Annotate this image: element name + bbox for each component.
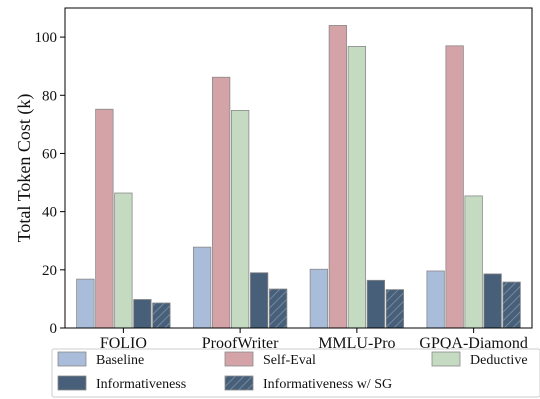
legend-label: Self-Eval [263, 353, 316, 368]
y-tick-label: 80 [42, 88, 57, 104]
legend-swatch [432, 352, 460, 366]
bar-informativeness [134, 299, 152, 328]
bar-deductive [348, 46, 366, 328]
y-tick-label: 60 [42, 146, 57, 162]
y-tick-label: 0 [50, 321, 58, 337]
bar-informativeness [250, 273, 268, 328]
legend-label: Informativeness w/ SG [263, 377, 392, 392]
bar-self-eval [446, 46, 464, 328]
bar-informativeness-w-sg [503, 282, 521, 328]
legend-label: Deductive [470, 353, 528, 368]
bar-deductive [115, 193, 133, 328]
bar-informativeness [367, 280, 385, 328]
bar-baseline [310, 269, 328, 328]
bar-deductive [231, 110, 249, 328]
bar-informativeness-w-sg [269, 289, 287, 328]
bar-self-eval [329, 25, 347, 328]
y-tick-label: 40 [42, 205, 57, 221]
y-tick-label: 100 [35, 30, 58, 46]
legend-swatch [58, 352, 86, 366]
legend-swatch [225, 352, 253, 366]
y-axis-label: Total Token Cost (k) [14, 94, 35, 243]
bar-informativeness-w-sg [386, 290, 404, 328]
bar-informativeness [484, 274, 502, 328]
legend-swatch [225, 376, 253, 390]
bar-baseline [193, 247, 211, 328]
bar-informativeness-w-sg [153, 303, 171, 328]
legend-swatch [58, 376, 86, 390]
bar-self-eval [96, 109, 114, 328]
legend-label: Informativeness [96, 377, 186, 392]
y-tick-label: 20 [42, 263, 57, 279]
bar-self-eval [212, 77, 230, 328]
bar-deductive [465, 196, 483, 328]
legend-label: Baseline [96, 353, 144, 368]
bar-baseline [427, 271, 445, 328]
bar-baseline [77, 279, 95, 328]
